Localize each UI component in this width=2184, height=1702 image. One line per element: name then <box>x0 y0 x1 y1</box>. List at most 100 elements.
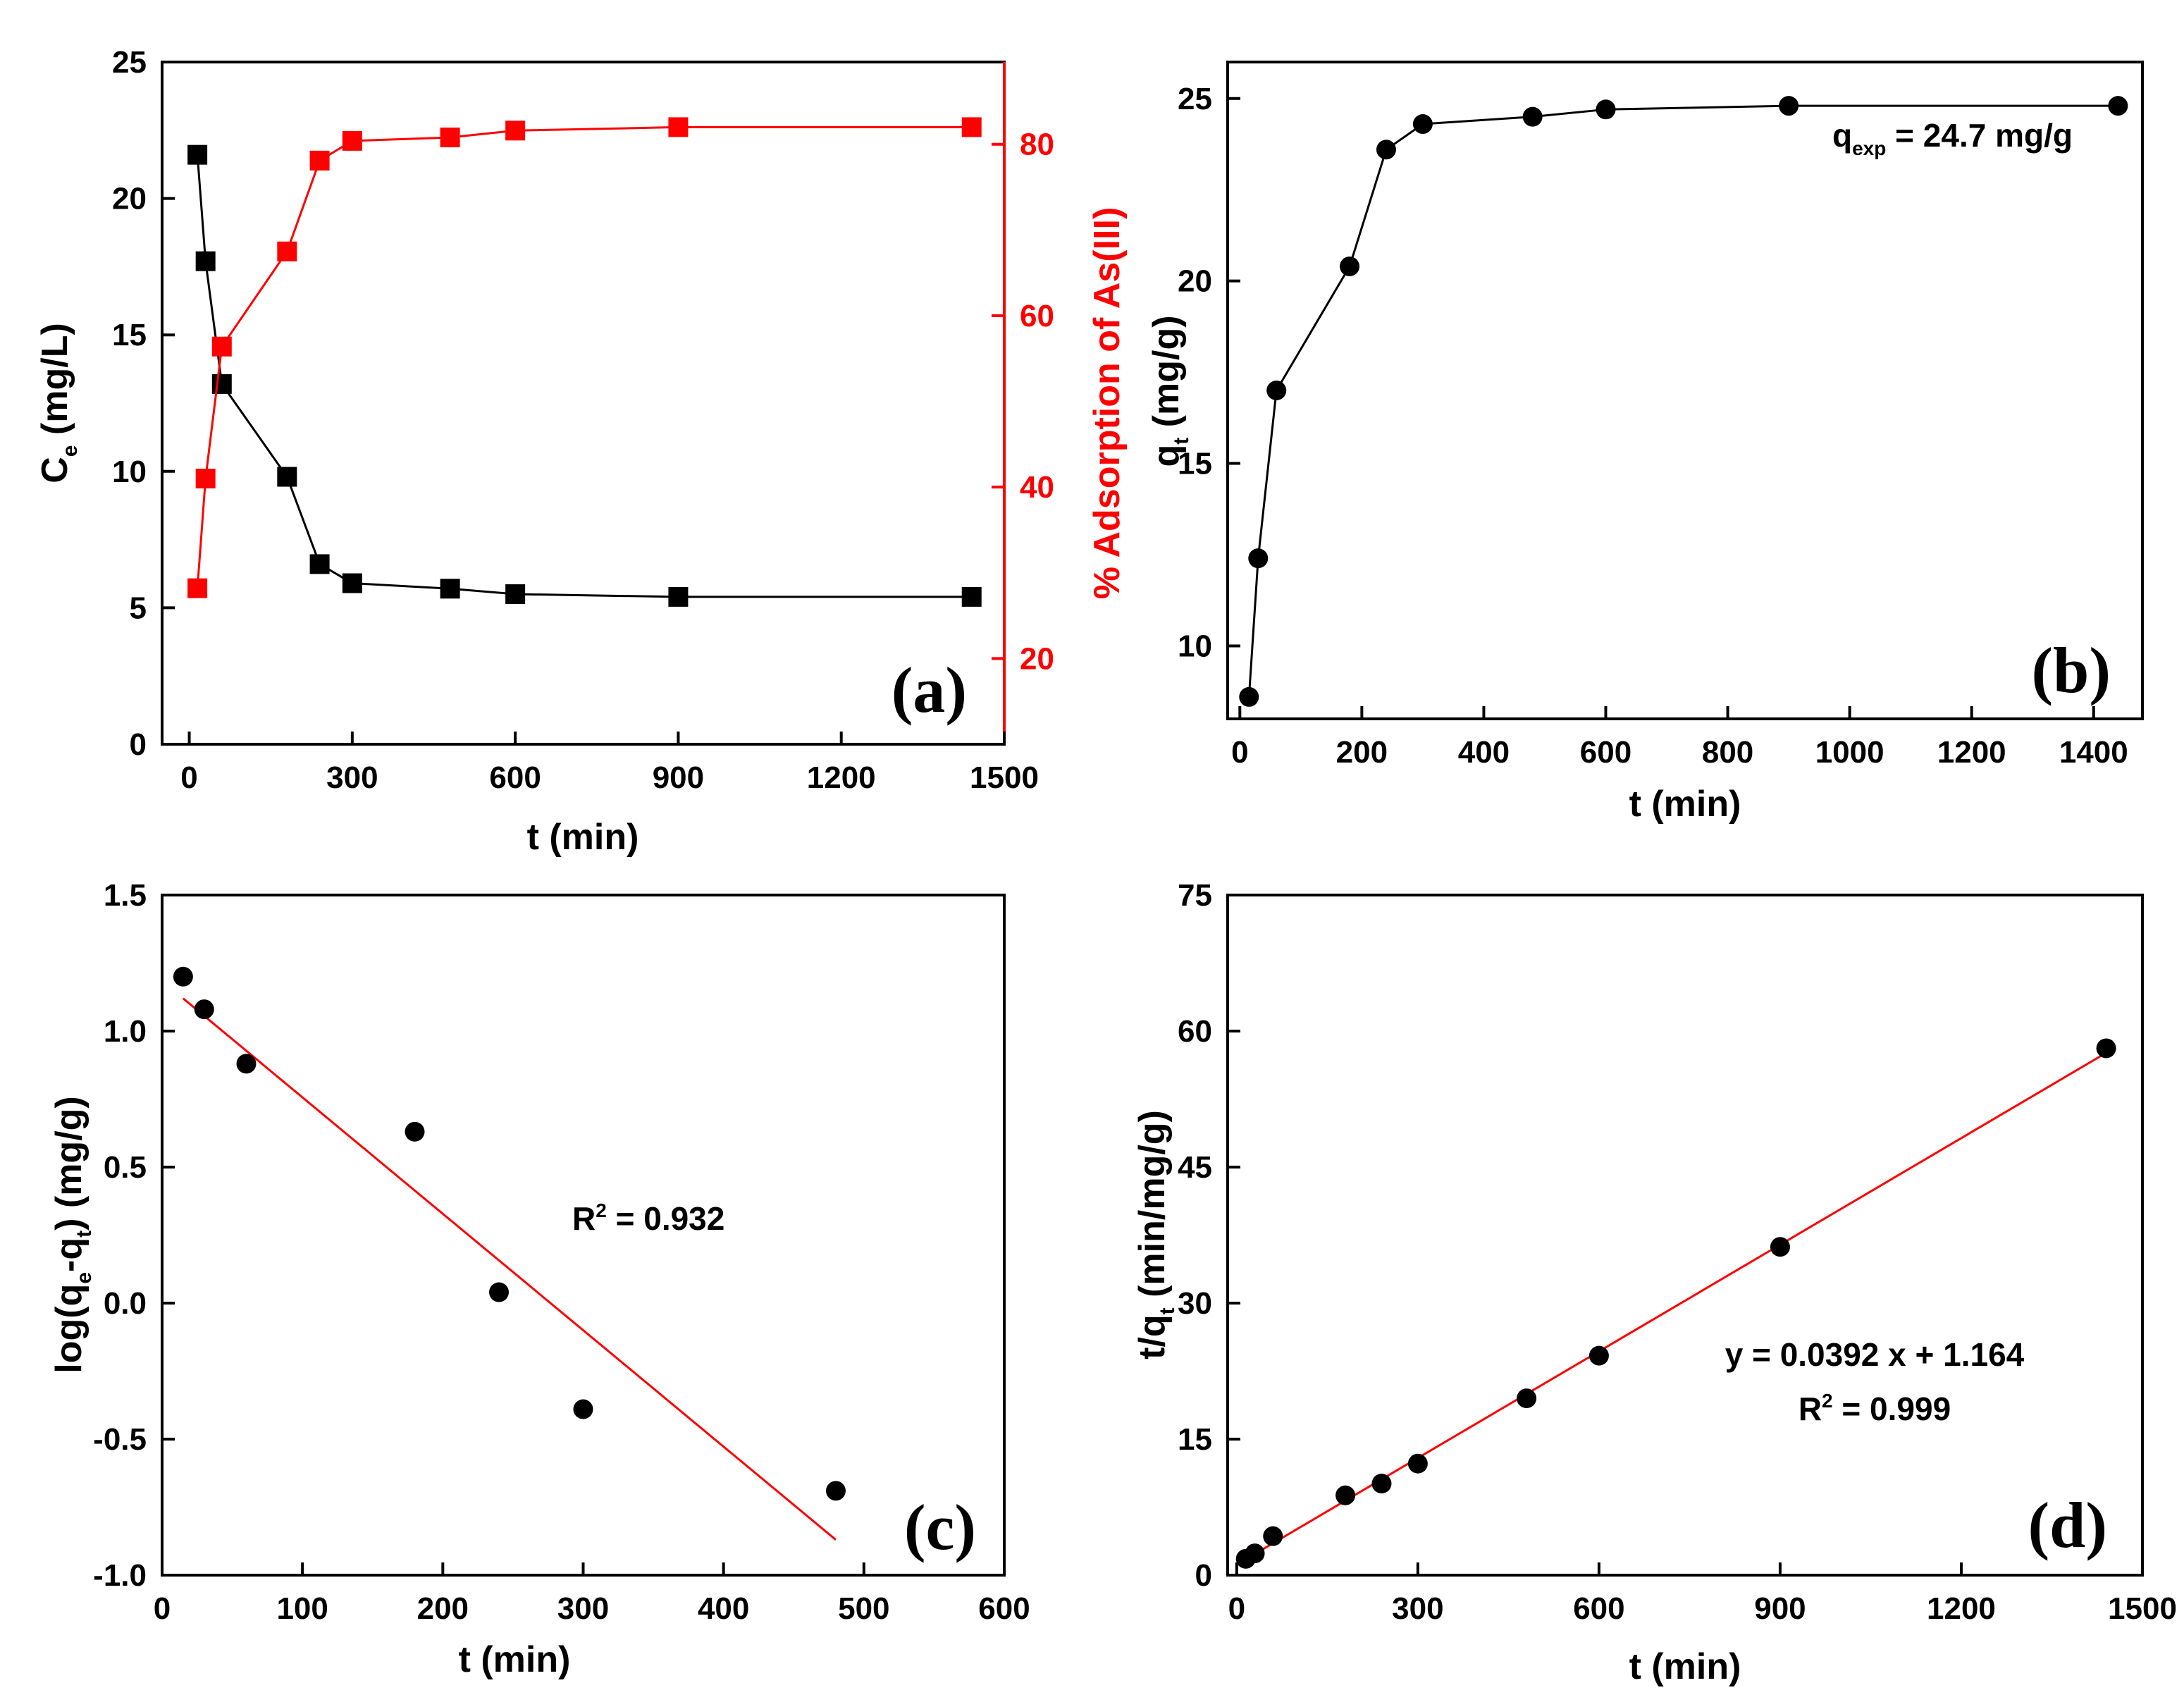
qexp-annotation: qexp = 24.7 mg/g <box>1832 117 2073 159</box>
fit-line <box>182 997 837 1541</box>
data-point <box>668 586 689 607</box>
data-point <box>211 374 232 394</box>
data-point <box>1770 1237 1790 1257</box>
data-point <box>1517 1388 1537 1409</box>
y-tick-label: 20 <box>1178 264 1212 299</box>
series-layer <box>173 966 846 1501</box>
data-point <box>342 130 362 151</box>
data-point <box>2108 96 2128 116</box>
series-line <box>196 125 972 588</box>
panel-label: (a) <box>892 654 967 726</box>
fit-equation: y = 0.0392 x + 1.164 <box>1725 1336 2025 1373</box>
x-axis-ticks: 0 200 400 600 800 1000 1200 1400 <box>1231 706 2128 770</box>
data-point <box>236 1054 257 1074</box>
data-point <box>195 469 216 489</box>
plot-frame <box>1226 61 2144 720</box>
panel-d: 0 300 600 900 1200 1500 0 15 30 45 60 75 t (min) t… <box>1132 878 2177 1687</box>
data-point <box>187 578 208 598</box>
y-axis-label: t/qt (min/mg/g) <box>1132 1110 1179 1359</box>
y-tick-label: 75 <box>1178 878 1212 913</box>
y-tick-label: 5 <box>130 591 147 625</box>
fit-line <box>1245 1052 2107 1560</box>
x-tick-label: 400 <box>1458 735 1510 770</box>
y2-tick-label: 20 <box>1020 641 1054 676</box>
y-tick-label: 10 <box>1178 629 1212 663</box>
data-point <box>961 117 982 137</box>
x-tick-label: 600 <box>978 1591 1030 1626</box>
y-tick-label: 15 <box>1178 1422 1212 1457</box>
data-point <box>1522 106 1543 127</box>
data-point <box>342 573 362 593</box>
y-tick-label: 15 <box>112 318 147 352</box>
x-tick-label: 600 <box>489 760 541 795</box>
r2-annotation: R2 = 0.932 <box>572 1200 724 1237</box>
data-point <box>505 121 526 141</box>
data-point <box>1239 686 1259 707</box>
x-tick-label: 1500 <box>2108 1591 2177 1626</box>
x-axis-ticks: 0 300 600 900 1200 1500 <box>180 732 1039 795</box>
y-tick-label: 1.0 <box>104 1014 147 1049</box>
x-axis-ticks: 0 100 200 300 400 500 600 <box>154 1562 1030 1626</box>
x-tick-label: 600 <box>1573 1591 1624 1626</box>
data-point <box>1412 114 1433 135</box>
x-tick-label: 200 <box>417 1591 469 1626</box>
data-point <box>1245 1543 1265 1564</box>
data-point <box>505 584 526 605</box>
data-point <box>277 467 297 487</box>
panel-label: (b) <box>2032 634 2111 706</box>
series-layer <box>1239 96 2128 707</box>
y-tick-label: 30 <box>1178 1286 1212 1321</box>
x-tick-label: 0 <box>1228 1591 1245 1626</box>
x-tick-label: 0 <box>1231 735 1248 770</box>
x-tick-label: 900 <box>653 760 704 795</box>
y-tick-label: 0.0 <box>104 1286 147 1321</box>
x-axis-label: t (min) <box>459 1639 571 1680</box>
y2-axis-label: % Adsorption of As(III) <box>1087 207 1128 600</box>
data-point <box>194 999 214 1020</box>
x-tick-label: 1200 <box>1937 735 2006 770</box>
data-point <box>1596 99 1616 120</box>
y-axis-ticks: 10 15 20 25 <box>1178 82 1240 663</box>
data-point <box>489 1282 509 1302</box>
data-point <box>1335 1485 1356 1505</box>
x-tick-label: 0 <box>154 1591 171 1626</box>
y-tick-label: 0.5 <box>104 1150 147 1185</box>
y-axis-label: log(qe-qt) (mg/g) <box>49 1096 96 1373</box>
data-point <box>309 554 330 574</box>
panel-b: 0 200 400 600 800 1000 1200 1400 10 15 20 25 t (mi… <box>1146 61 2144 825</box>
x-tick-label: 0 <box>180 760 197 795</box>
x-tick-label: 300 <box>1392 1591 1443 1626</box>
x-tick-label: 300 <box>557 1591 609 1626</box>
y-axis-ticks: -1.0 -0.5 0.0 0.5 1.0 1.5 <box>93 878 175 1593</box>
x-axis-label: t (min) <box>1629 1646 1741 1687</box>
y-axis-ticks: 0 15 30 45 60 75 <box>1178 878 1240 1593</box>
data-point <box>440 128 460 148</box>
x-tick-label: 900 <box>1754 1591 1806 1626</box>
data-point <box>1588 1345 1609 1366</box>
fit-layer <box>182 997 837 1541</box>
y-tick-label: 60 <box>1178 1014 1212 1049</box>
y-tick-label: -0.5 <box>93 1422 147 1457</box>
data-point <box>195 251 216 271</box>
x-tick-label: 400 <box>698 1591 749 1626</box>
x-tick-label: 1000 <box>1815 735 1884 770</box>
data-point <box>1371 1474 1392 1494</box>
y-axis-label: Ce (mg/L) <box>35 323 82 483</box>
x-tick-label: 1400 <box>2059 735 2128 770</box>
data-point <box>309 150 330 171</box>
data-point <box>2096 1038 2116 1059</box>
series-line <box>1247 104 2118 698</box>
x-axis-ticks: 0 300 600 900 1200 1500 <box>1228 1562 2177 1626</box>
data-point <box>573 1399 593 1419</box>
y2-axis-ticks: 20 40 60 80 <box>992 128 1054 676</box>
x-axis-label: t (min) <box>527 817 639 858</box>
plot-frame <box>161 61 1006 746</box>
data-point <box>1779 96 1799 116</box>
data-point <box>1266 381 1287 400</box>
data-point <box>826 1481 846 1501</box>
y2-tick-label: 40 <box>1020 470 1054 505</box>
fit-layer <box>1245 1052 2107 1560</box>
data-point <box>1376 140 1396 160</box>
series-line <box>196 154 972 598</box>
